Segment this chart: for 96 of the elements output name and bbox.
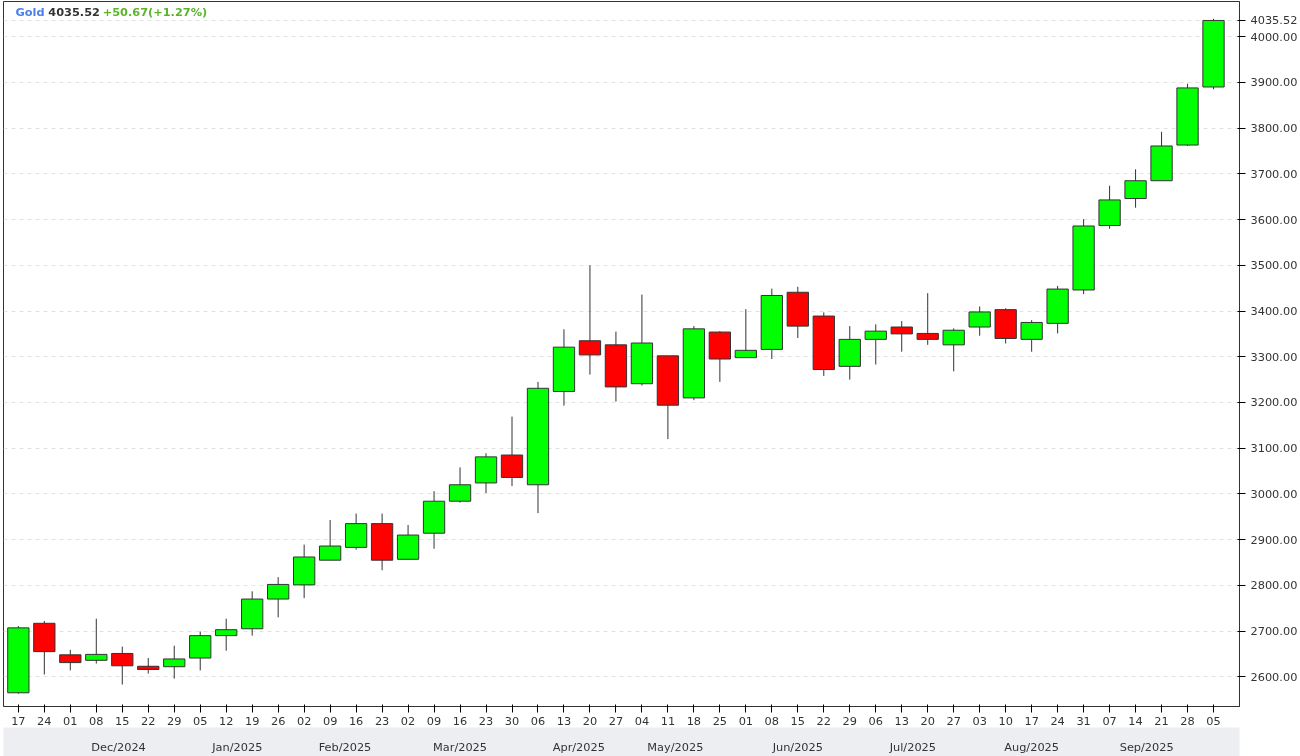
candlestick <box>85 618 108 665</box>
x-tick-label: 20 <box>920 713 935 728</box>
candlestick <box>318 519 342 561</box>
y-tick-label: 3300.00 <box>1250 349 1298 364</box>
x-tick-label: 08 <box>89 713 104 728</box>
candlestick <box>267 576 290 618</box>
y-tick-label: 2600.00 <box>1250 669 1298 684</box>
x-tick-label: 31 <box>1076 713 1091 728</box>
x-tick-label: 29 <box>842 713 857 728</box>
x-tick-label: 06 <box>530 713 546 728</box>
candlestick <box>1020 319 1043 353</box>
y-tick-label: 2800.00 <box>1250 578 1298 593</box>
x-tick-label: 14 <box>1128 713 1143 728</box>
x2-tick-label: Feb/2025 <box>318 739 372 754</box>
y-tick-label: 2700.00 <box>1250 624 1298 639</box>
y-tick-label: 3900.00 <box>1250 75 1298 90</box>
x-tick-label: 19 <box>244 713 260 728</box>
chart-subtitle: 4035.52 <box>48 4 100 19</box>
x2-tick-label: Dec/2024 <box>91 739 146 754</box>
y-tick-label: 3500.00 <box>1250 258 1298 273</box>
x-tick-label: 10 <box>998 713 1013 728</box>
x-tick-label: 24 <box>1050 713 1065 728</box>
x2-tick-label: Jul/2025 <box>888 739 937 754</box>
candlestick <box>500 416 524 487</box>
y-tick-label: 2900.00 <box>1250 532 1298 547</box>
x-tick-label: 17 <box>1024 713 1039 728</box>
x-tick-label: 06 <box>868 713 883 728</box>
x2-tick-label: Aug/2025 <box>1004 739 1060 754</box>
candlestick <box>916 292 939 346</box>
x-tick-label: 02 <box>296 713 312 728</box>
candlestick <box>1124 168 1147 209</box>
x-tick-label: 09 <box>322 713 338 728</box>
x-tick-label: 05 <box>193 713 208 728</box>
x-tick-label: 08 <box>764 713 780 728</box>
x-tick-label: 25 <box>712 713 728 728</box>
x-tick-label: 11 <box>660 713 676 728</box>
x-tick-label: 26 <box>270 713 286 728</box>
x-tick-label: 27 <box>946 713 961 728</box>
x-tick-label: 09 <box>426 713 442 728</box>
x-tick-label: 01 <box>738 713 754 728</box>
x-tick-label: 28 <box>1180 713 1195 728</box>
x-tick-label: 24 <box>37 713 52 728</box>
y-tick-label: 3800.00 <box>1250 121 1298 136</box>
x-tick-label: 29 <box>167 713 182 728</box>
candlestick <box>734 308 757 359</box>
candlestick <box>448 466 472 504</box>
y-tick-label: 4000.00 <box>1250 29 1298 44</box>
x-tick-label: 16 <box>348 713 364 728</box>
x-tick-label: 20 <box>582 713 598 728</box>
x-tick-label: 15 <box>790 713 806 728</box>
x-tick-label: 21 <box>1154 713 1169 728</box>
x-tick-label: 16 <box>452 713 468 728</box>
x-tick-label: 12 <box>219 713 234 728</box>
candlestick <box>968 305 991 337</box>
x-tick-label: 05 <box>1206 713 1221 728</box>
x2-tick-label: Apr/2025 <box>552 739 605 754</box>
x-tick-label: 07 <box>1102 713 1117 728</box>
x2-tick-label: Mar/2025 <box>433 739 488 754</box>
y-tick-label: 4035.52 <box>1250 13 1298 28</box>
x-tick-label: 13 <box>556 713 572 728</box>
candlestick <box>59 649 82 671</box>
candlestick <box>578 264 602 376</box>
candlestick <box>163 645 186 680</box>
y-tick-label: 3600.00 <box>1250 212 1298 227</box>
x-tick-label: 22 <box>816 713 831 728</box>
x-tick-label: 18 <box>686 713 702 728</box>
candlestick <box>111 646 134 686</box>
x2-tick-label: Jun/2025 <box>771 739 823 754</box>
candlestick <box>189 631 212 671</box>
y-tick-label: 3100.00 <box>1250 441 1298 456</box>
x-tick-label: 03 <box>972 713 987 728</box>
x-tick-label: 17 <box>11 713 26 728</box>
y-tick-label: 3000.00 <box>1250 486 1298 501</box>
x-tick-label: 23 <box>478 713 494 728</box>
x-tick-label: 27 <box>608 713 624 728</box>
candlestick <box>344 513 368 551</box>
y-tick-label: 3400.00 <box>1250 304 1298 319</box>
candlestick <box>215 618 238 652</box>
candlestick <box>890 320 913 353</box>
x-tick-label: 13 <box>894 713 909 728</box>
x2-tick-label: Jan/2025 <box>211 739 263 754</box>
x-tick-label: 04 <box>634 713 650 728</box>
x2-tick-label: May/2025 <box>647 739 704 754</box>
x-tick-label: 22 <box>141 713 156 728</box>
candlestick <box>864 323 887 366</box>
x2-tick-label: Sep/2025 <box>1119 739 1174 754</box>
x-tick-label: 23 <box>374 713 390 728</box>
y-tick-label: 3200.00 <box>1250 395 1298 410</box>
x-tick-label: 01 <box>63 713 78 728</box>
candlestick <box>942 327 965 372</box>
x-tick-label: 15 <box>115 713 130 728</box>
chart-title: Gold <box>15 4 45 19</box>
x-tick-label: 02 <box>400 713 416 728</box>
y-tick-label: 3700.00 <box>1250 166 1298 181</box>
annotation: +50.67(+1.27%) <box>102 4 208 19</box>
x-tick-label: 30 <box>504 713 520 728</box>
